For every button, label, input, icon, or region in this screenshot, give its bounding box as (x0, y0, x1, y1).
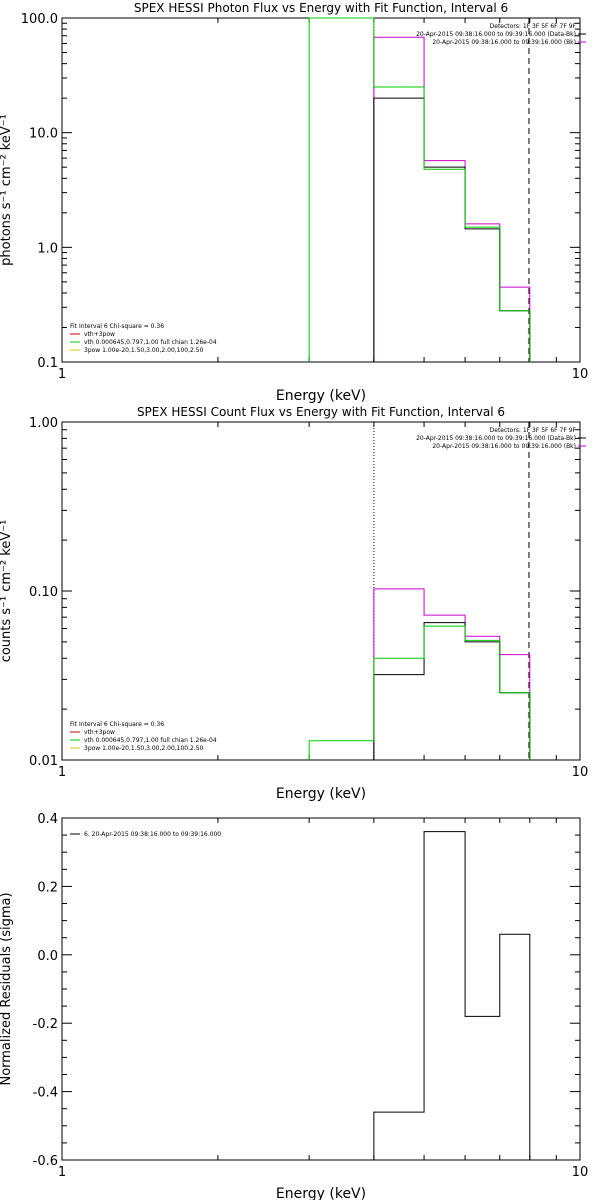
x-axis-title: Energy (keV) (276, 388, 366, 404)
panel-count-flux: 1 10 0.01 0.10 1.00 SPEX HESSI Count Flux vs … (0, 405, 588, 802)
y-tick-label: -0.4 (33, 1086, 58, 1101)
x-tick-label: 10 (572, 367, 589, 382)
model-histogram (308, 625, 531, 760)
y-tick-label: 1.00 (29, 416, 58, 431)
y-tick-label: 0.0 (37, 949, 58, 964)
x-tick-label: 10 (572, 765, 589, 780)
plot-frame (61, 421, 581, 761)
y-tick-label: -0.2 (33, 1017, 58, 1032)
y-axis-title: counts s⁻¹ cm⁻² keV⁻¹ (0, 520, 14, 663)
y-axis-title: photons s⁻¹ cm⁻² keV⁻¹ (0, 114, 14, 266)
y-tick-label: 0.2 (37, 880, 58, 895)
legend-entry-label: vth+3pow (84, 729, 115, 736)
y-axis-title: Normalized Residuals (sigma) (0, 892, 14, 1085)
x-tick-label: 1 (58, 367, 66, 382)
legend-entry-label: 3pow 1.00e-20,1.50,3.00,2.00,100,2.50 (84, 347, 204, 354)
x-tick-label: 10 (572, 1165, 589, 1180)
x-tick-label: 1 (58, 1165, 66, 1180)
panel-photon-flux: 1 10 0.1 1.0 10.0 100.0 SPEX HESSI Photon Flux… (0, 1, 588, 404)
model-histogram (308, 17, 531, 362)
x-axis-title: Energy (keV) (276, 786, 366, 802)
y-tick-label: 0.10 (29, 585, 58, 600)
y-tick-label: -0.6 (33, 1154, 58, 1169)
header-line: 20-Apr-2015 09:38:16.000 to 09:39:16.000… (432, 443, 576, 450)
chart-title: SPEX HESSI Photon Flux vs Energy with Fi… (134, 1, 508, 15)
header-line: 20-Apr-2015 09:38:16.000 to 09:39:16.000… (416, 435, 576, 442)
y-tick-label: 0.01 (29, 754, 58, 769)
header-line: 20-Apr-2015 09:38:16.000 to 09:39:16.000… (416, 31, 576, 38)
header-line: Detectors: 1F 3F 5F 6F 7F 9F (490, 23, 577, 30)
legend-entry-label: 6. 20-Apr-2015 09:38:16.000 to 09:39:16.… (84, 831, 221, 838)
legend-entry-label: vth 0.000645,0.797,1.00 full chian 1.26e… (84, 737, 217, 744)
plot-frame (61, 817, 581, 1161)
y-tick-label: 10.0 (29, 127, 58, 142)
bk-histogram (373, 36, 531, 362)
data-histogram (373, 622, 531, 760)
header-line: 20-Apr-2015 09:38:16.000 to 09:39:16.000… (432, 39, 576, 46)
y-tick-label: 0.4 (37, 812, 58, 827)
legend-header: Fit Interval 6 Chi-square = 0.36 (70, 721, 164, 728)
y-tick-label: 0.1 (37, 356, 58, 371)
data-histogram (373, 97, 531, 362)
y-tick-label: 100.0 (21, 12, 58, 27)
legend-header: Fit Interval 6 Chi-square = 0.36 (70, 323, 164, 330)
x-axis-title: Energy (keV) (276, 1186, 366, 1200)
legend-entry-label: vth 0.000645,0.797,1.00 full chian 1.26e… (84, 339, 217, 346)
legend-entry-label: 3pow 1.00e-20,1.50,3.00,2.00,100,2.50 (84, 745, 204, 752)
panel-residuals: 1 10 -0.6 -0.4 -0.2 0.0 0.2 0.4 Energy (keV) Norm… (0, 812, 588, 1200)
residuals-histogram (373, 831, 531, 1160)
legend-entry-label: vth+3pow (84, 331, 115, 338)
header-line: Detectors: 1F 3F 5F 6F 7F 9F (490, 427, 577, 434)
chart-title: SPEX HESSI Count Flux vs Energy with Fit… (137, 405, 505, 419)
x-tick-label: 1 (58, 765, 66, 780)
y-tick-label: 1.0 (37, 241, 58, 256)
